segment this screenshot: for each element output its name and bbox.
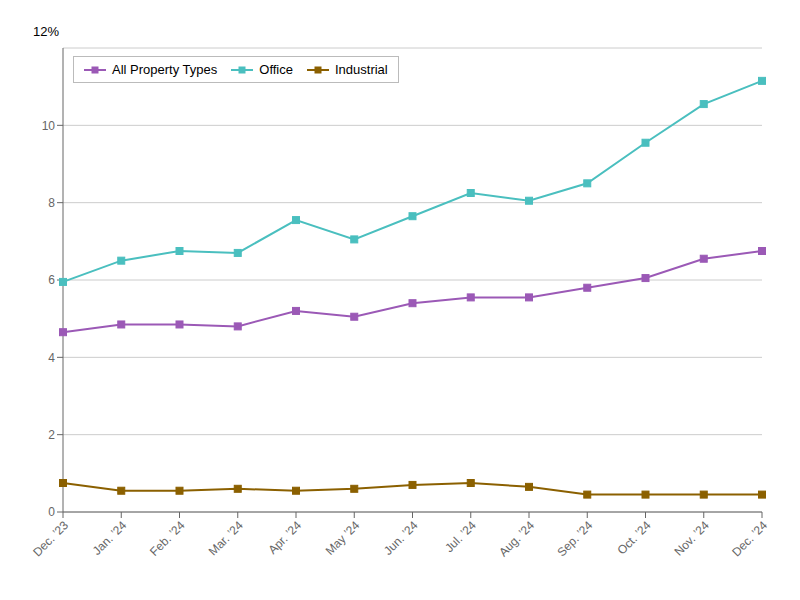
svg-text:Mar. ’24: Mar. ’24 [206,518,246,558]
svg-text:Oct. ’24: Oct. ’24 [615,518,654,557]
svg-text:Feb. ’24: Feb. ’24 [147,518,188,559]
svg-text:Apr. ’24: Apr. ’24 [265,518,304,557]
html-text:Office: Office [259,62,293,77]
svg-text:Aug. ’24: Aug. ’24 [496,518,537,559]
svg-text:Jul. ’24: Jul. ’24 [442,518,479,555]
svg-text:Dec. ’23: Dec. ’23 [30,518,71,559]
html-text:Industrial: Industrial [335,62,388,77]
svg-text:Jan. ’24: Jan. ’24 [90,518,130,558]
svg-text:Sep. ’24: Sep. ’24 [554,518,595,559]
html-text:12%: 12% [33,24,59,39]
html-text:All Property Types: All Property Types [112,62,218,77]
svg-text:0: 0 [48,505,55,519]
svg-text:2: 2 [48,428,55,442]
svg-text:8: 8 [48,196,55,210]
svg-text:10: 10 [42,119,56,133]
svg-text:Jun. ’24: Jun. ’24 [381,518,421,558]
svg-text:Dec. ’24: Dec. ’24 [729,518,770,559]
svg-text:May ’24: May ’24 [323,518,363,558]
svg-text:4: 4 [48,351,55,365]
svg-text:6: 6 [48,273,55,287]
svg-text:Nov. ’24: Nov. ’24 [671,518,712,559]
